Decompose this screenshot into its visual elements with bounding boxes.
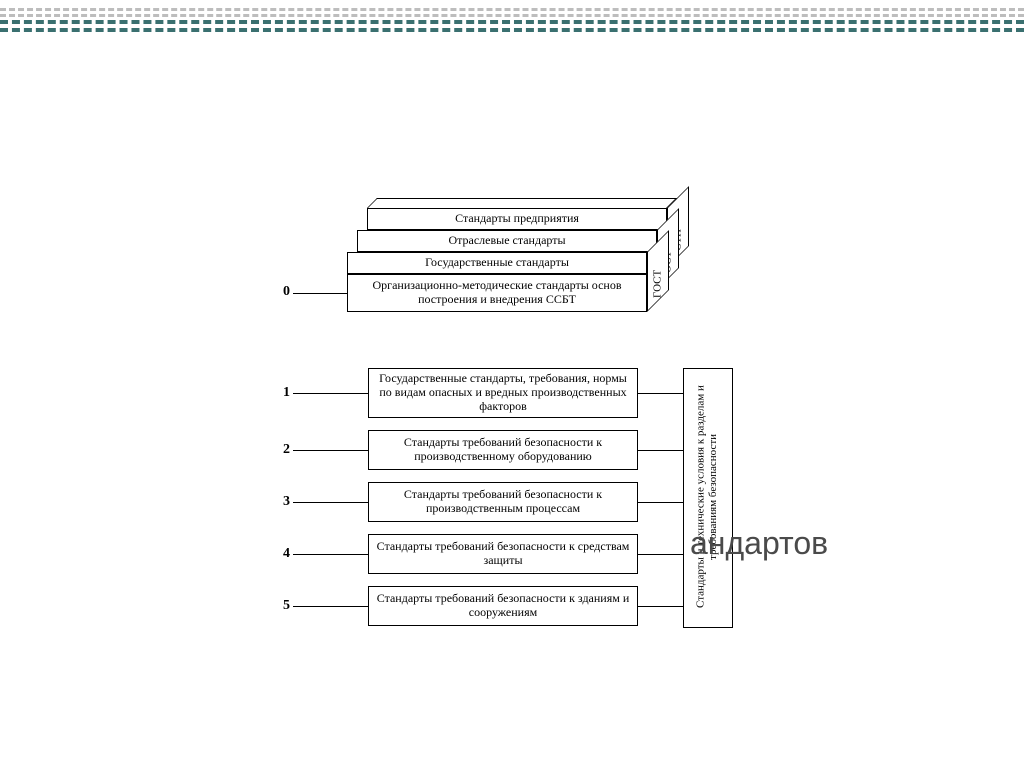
level-1-box: Государственные стандарты, требования, н…: [368, 368, 638, 418]
content-area: Организационно-методические стандарты ос…: [0, 60, 1024, 760]
level-0-number: 0: [283, 284, 290, 300]
level-4-number: 4: [283, 546, 290, 562]
sidebar-label: Стандарты и технические условия к раздел…: [689, 374, 725, 620]
level-1-left-connector: [293, 393, 368, 394]
level-5-number: 5: [283, 598, 290, 614]
level-2-box: Стандарты требований безопасности к прои…: [368, 430, 638, 470]
topbar-dash-3: [0, 20, 1024, 24]
level-3-right-connector: [638, 502, 683, 503]
level-5-box: Стандарты требований безопасности к здан…: [368, 586, 638, 626]
level-0-box: Организационно-методические стандарты ос…: [347, 274, 647, 312]
level-5-left-connector: [293, 606, 368, 607]
level-4-right-connector: [638, 554, 683, 555]
partial-caption: андартов: [690, 525, 828, 562]
level-2-right-connector: [638, 450, 683, 451]
level-4-box: Стандарты требований безопасности к сред…: [368, 534, 638, 574]
level-1-right-connector: [638, 393, 683, 394]
level-3-box: Стандарты требований безопасности к прои…: [368, 482, 638, 522]
layer-2-front: Государственные стандарты: [347, 252, 647, 274]
level-0-connector: [293, 293, 347, 294]
layer-1-front: Отраслевые стандарты: [357, 230, 657, 252]
level-2-number: 2: [283, 442, 290, 458]
topbar-dash-2: [0, 14, 1024, 17]
topbar-dash-1: [0, 8, 1024, 11]
level-3-left-connector: [293, 502, 368, 503]
level-3-number: 3: [283, 494, 290, 510]
topbar: [0, 0, 1024, 36]
level-5-right-connector: [638, 606, 683, 607]
level-4-left-connector: [293, 554, 368, 555]
topbar-dash-4: [0, 28, 1024, 32]
stack-top-face: [367, 198, 677, 208]
level-1-number: 1: [283, 385, 290, 401]
layer-0-front: Стандарты предприятия: [367, 208, 667, 230]
standards-diagram: Организационно-методические стандарты ос…: [283, 200, 783, 710]
layer-2-abbrev: ГОСТ: [650, 258, 666, 310]
level-2-left-connector: [293, 450, 368, 451]
